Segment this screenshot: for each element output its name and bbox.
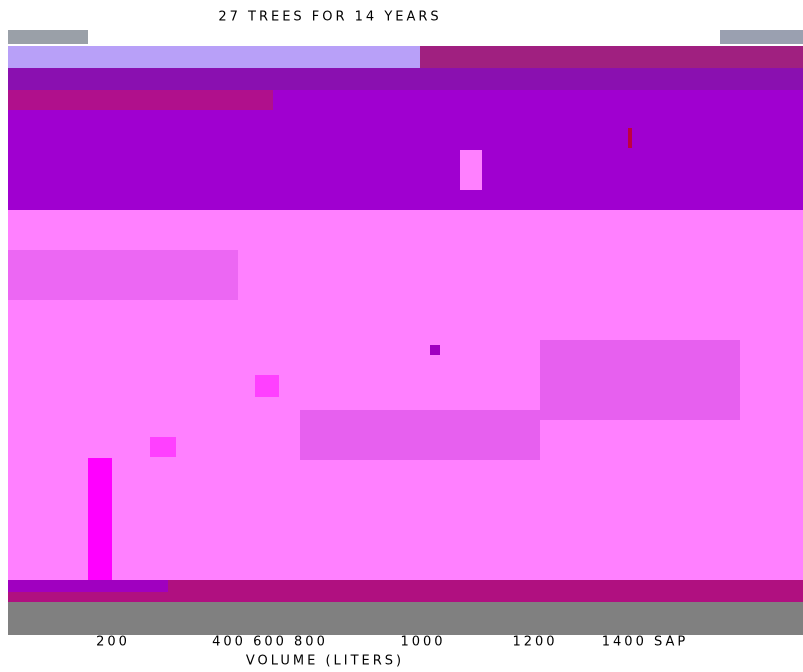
axis-label: 200 xyxy=(96,635,130,650)
screenshot: 27 TREES FOR 14 YEARS 200 400 600 800 1000… xyxy=(0,0,803,672)
axis-label: 1200 xyxy=(512,635,557,650)
axis-label: 1400 SAP xyxy=(602,635,688,650)
axis-labels: 200 400 600 800 1000 1200 1400 SAP xyxy=(96,635,688,650)
title: 27 TREES FOR 14 YEARS xyxy=(218,10,441,25)
axis-title: VOLUME (LITERS) xyxy=(246,654,404,669)
axis-label: 1000 xyxy=(400,635,445,650)
axis-label: 400 600 800 xyxy=(212,635,328,650)
glitch-image xyxy=(8,28,803,635)
